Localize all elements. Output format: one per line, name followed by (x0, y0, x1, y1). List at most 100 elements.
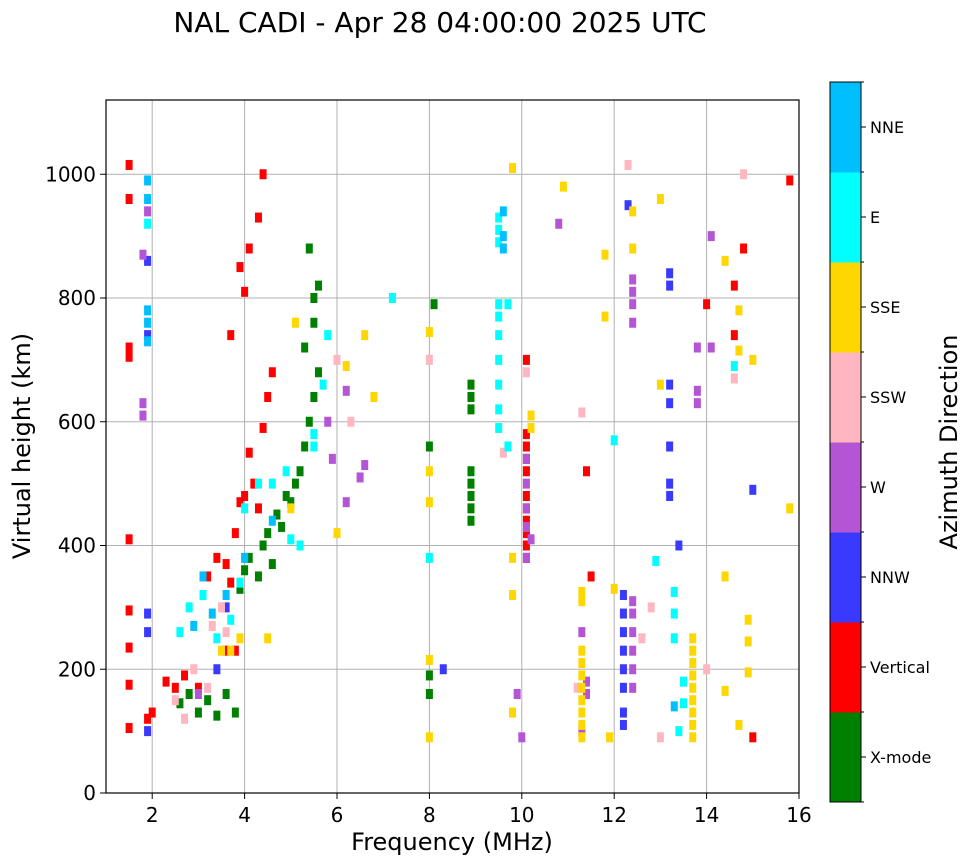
colorbar-tick-label: NNE (870, 118, 904, 137)
point-vertical (259, 169, 267, 180)
point-e (319, 379, 327, 390)
point-sse (218, 645, 225, 656)
point-x-mode (194, 707, 202, 718)
point-x-mode (430, 299, 438, 310)
x-tick-label: 4 (238, 803, 251, 827)
colorbar-tick-label: X-mode (870, 748, 931, 767)
y-tick-label: 600 (58, 410, 96, 434)
point-vertical (245, 447, 253, 458)
point-nnw (619, 707, 627, 718)
point-vertical (264, 392, 272, 402)
x-tick-label: 8 (423, 803, 436, 827)
point-x-mode (305, 416, 313, 427)
point-w (629, 645, 637, 656)
point-vertical (522, 466, 530, 477)
point-sse (527, 410, 535, 421)
colorbar: X-mode Vertical NNW W SSW SSE E NNE (829, 81, 931, 803)
y-tick-label: 200 (58, 657, 96, 681)
point-vertical (125, 723, 133, 734)
point-vertical (125, 605, 133, 616)
point-w (194, 689, 202, 699)
point-e (282, 466, 290, 477)
point-e (610, 435, 618, 446)
point-nne (144, 317, 152, 328)
point-x-mode (305, 243, 313, 254)
point-nne (499, 243, 507, 254)
point-sse (425, 732, 433, 743)
plot-frame (105, 99, 800, 794)
point-w (629, 317, 637, 328)
point-nnw (666, 398, 674, 409)
colorbar-frame (829, 81, 862, 803)
point-vertical (730, 280, 738, 291)
point-sse (578, 707, 586, 718)
point-sse (578, 682, 586, 693)
point-nne (144, 336, 152, 347)
point-nne (144, 305, 152, 316)
point-nne (208, 608, 216, 619)
point-sse (559, 181, 567, 192)
point-e (730, 361, 738, 372)
point-vertical (125, 351, 133, 362)
point-sse (629, 206, 637, 217)
point-sse (361, 330, 369, 341)
point-ssw (578, 407, 586, 418)
colorbar-tick-label: SSW (870, 388, 906, 407)
point-e (176, 627, 184, 638)
point-ssw (638, 633, 646, 644)
point-e (670, 586, 678, 597)
point-w (693, 398, 701, 409)
point-x-mode (467, 478, 475, 489)
point-w (522, 453, 530, 464)
point-vertical (522, 515, 530, 526)
point-x-mode (425, 689, 433, 699)
point-nne (222, 590, 230, 600)
point-e (680, 676, 687, 687)
point-sse (689, 645, 697, 656)
point-w (707, 342, 715, 353)
point-x-mode (296, 466, 304, 477)
point-sse (689, 719, 697, 730)
point-sse (735, 305, 743, 316)
colorbar-segment-ssw (830, 352, 861, 443)
point-vertical (730, 330, 738, 341)
point-e (495, 237, 503, 248)
point-e (670, 608, 678, 619)
point-e (670, 633, 678, 644)
point-sse (689, 732, 697, 743)
point-e (680, 698, 687, 709)
point-sse (689, 633, 697, 644)
point-nnw (666, 268, 674, 279)
point-ssw (190, 664, 198, 675)
point-x-mode (301, 342, 309, 353)
point-sse (689, 670, 697, 681)
point-w (522, 503, 530, 514)
point-vertical (125, 642, 133, 653)
point-ssw (222, 627, 230, 638)
point-sse (287, 503, 295, 514)
point-w (582, 676, 590, 687)
point-sse (425, 497, 433, 508)
point-vertical (703, 299, 711, 310)
point-vertical (236, 262, 244, 273)
point-ssw (208, 620, 216, 631)
point-w (144, 206, 152, 217)
point-e (227, 614, 235, 625)
x-tick-label: 6 (331, 803, 344, 827)
point-w (324, 416, 332, 427)
x-tick-label: 12 (601, 803, 626, 827)
point-nnw (144, 608, 152, 619)
x-tick-label: 10 (509, 803, 534, 827)
point-sse (578, 658, 586, 669)
colorbar-tick-label: SSE (870, 298, 900, 317)
point-vertical (268, 367, 276, 378)
point-vertical (582, 466, 590, 477)
colorbar-tick-label: Vertical (870, 658, 930, 677)
point-nnw (619, 627, 627, 638)
point-x-mode (315, 280, 323, 291)
data-marks (125, 159, 794, 743)
point-w (629, 596, 637, 607)
point-ssw (647, 602, 655, 613)
point-x-mode (310, 317, 318, 328)
point-e (495, 224, 503, 235)
